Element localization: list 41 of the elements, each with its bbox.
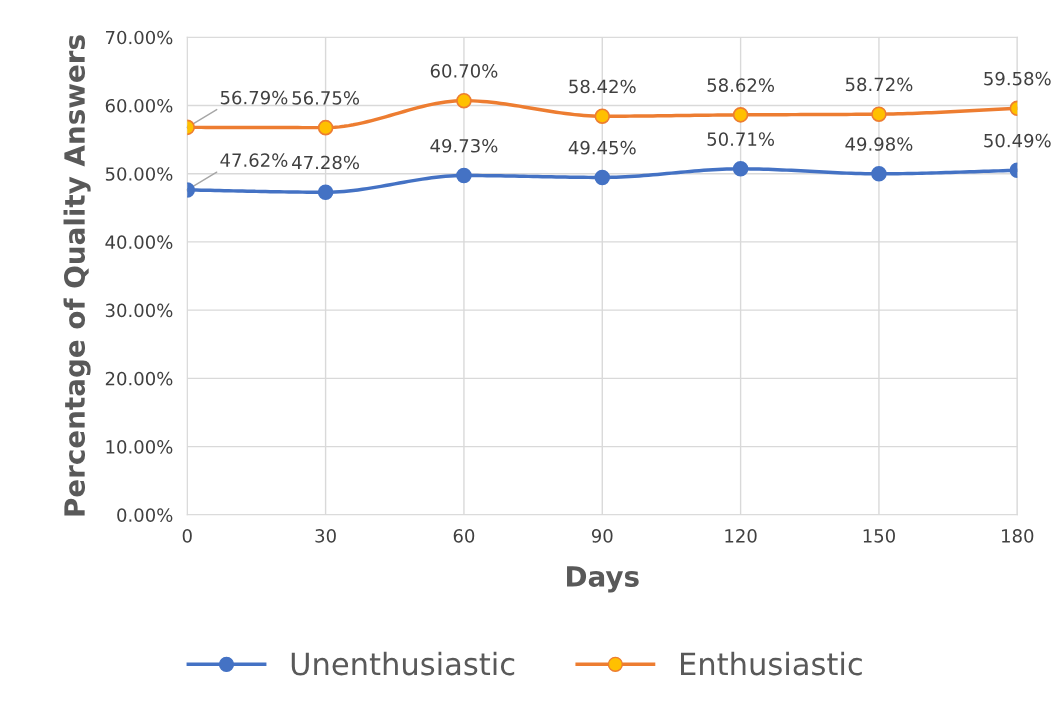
point [594, 169, 611, 186]
x-tick-label: 120 [725, 529, 757, 543]
y-tick-label: 20.00% [105, 371, 173, 386]
data-label: 47.28% [292, 155, 360, 170]
data-label: 58.72% [845, 77, 913, 92]
legend-label: Unenthusiastic [291, 651, 515, 676]
x-tick-label: 150 [863, 529, 895, 543]
data-label: 56.75% [292, 91, 360, 105]
data-label: 47.62% [220, 153, 288, 167]
data-label: 49.73% [430, 138, 498, 153]
x-tick-label: 30 [315, 529, 336, 543]
x-axis-title: Days [567, 566, 639, 593]
x-tick-label: 90 [591, 529, 613, 543]
x-tick-label: 60 [453, 529, 475, 543]
point [594, 108, 611, 125]
x-tick-label: 180 [1002, 529, 1034, 543]
y-tick-label: 10.00% [106, 440, 173, 454]
data-label: 49.98% [845, 137, 913, 151]
data-label: 58.62% [707, 78, 775, 92]
data-label: 59.58% [984, 71, 1051, 86]
y-tick-label: 60.00% [105, 98, 173, 113]
y-tick-label: 50.00% [105, 167, 173, 181]
y-tick-label: 70.00% [106, 30, 173, 45]
point [456, 167, 472, 184]
point [732, 161, 749, 177]
data-label: 58.42% [569, 79, 636, 94]
data-label: 50.71% [707, 132, 775, 146]
data-label: 56.79% [220, 90, 288, 105]
point [871, 106, 887, 122]
legend-label: Enthusiastic [681, 651, 862, 676]
point [456, 92, 472, 109]
y-tick-label: 0.00% [117, 508, 173, 522]
data-label: 49.45% [568, 140, 636, 155]
point [871, 166, 887, 182]
y-tick-label: 30.00% [105, 303, 173, 318]
x-tick-label: 0 [182, 529, 192, 543]
y-tick-label: 40.00% [105, 235, 173, 250]
data-label: 60.70% [430, 64, 498, 78]
point [732, 107, 749, 123]
y-axis-title: Percentage of Quality Answers [63, 35, 91, 516]
data-label: 50.49% [984, 133, 1051, 148]
